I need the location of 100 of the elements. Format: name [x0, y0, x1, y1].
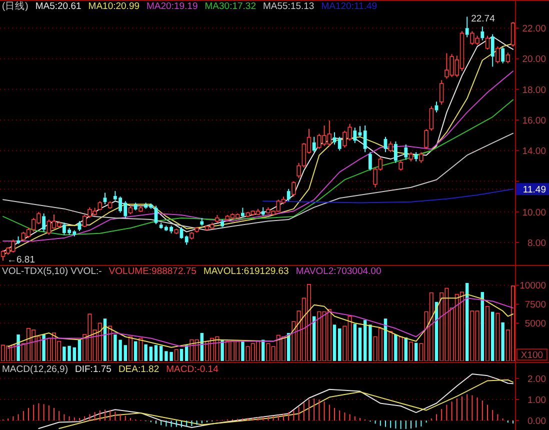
y-axis-title: X100 [520, 350, 544, 361]
bar [378, 328, 382, 361]
y-tick-label: 20.00 [522, 54, 546, 66]
bar [36, 336, 41, 361]
text: MAVOL1:619129.63 [203, 266, 289, 277]
bar [52, 332, 56, 361]
text: MA120:11.49 [321, 1, 378, 12]
candlestick [465, 16, 469, 38]
y-tick-label: 0.00 [528, 416, 546, 428]
annotation: ←6.81 [7, 254, 35, 266]
text: DIF:1.75 [75, 364, 112, 375]
candlestick [312, 136, 316, 153]
y-tick-label: 1.00 [528, 394, 546, 406]
bar [394, 334, 398, 361]
bar [364, 320, 367, 361]
bar [368, 324, 372, 361]
bar [144, 344, 148, 361]
bar [0, 344, 5, 361]
candlestick [42, 212, 46, 232]
bar [118, 340, 122, 361]
bar [348, 316, 352, 361]
bar [332, 324, 336, 361]
bar [444, 288, 449, 361]
text: VOLUME:988872.75 [108, 266, 196, 277]
y-tick-label: 5000 [524, 318, 546, 330]
bar [62, 346, 66, 361]
y-tick-label: 18.00 [522, 84, 546, 96]
bar [491, 312, 494, 361]
bar [266, 343, 270, 361]
bar [388, 331, 393, 361]
y-tick-label: 11.49 [522, 184, 546, 196]
bar [46, 338, 51, 361]
candlestick [394, 140, 398, 164]
bar [57, 340, 62, 361]
bar [454, 294, 459, 361]
bar [174, 349, 178, 361]
candlestick [480, 26, 484, 41]
bar [225, 340, 230, 361]
y-tick-label: 7500 [524, 300, 546, 311]
bar [353, 324, 356, 361]
candlestick [108, 200, 112, 210]
bar [373, 336, 378, 361]
bar [302, 298, 306, 361]
bar [134, 341, 138, 361]
bar [98, 322, 102, 361]
bar [409, 342, 413, 361]
bar [128, 336, 132, 361]
bar [114, 334, 117, 361]
bar [404, 338, 408, 361]
bar [327, 309, 332, 361]
bar [486, 306, 490, 361]
bar [296, 310, 301, 361]
bar [460, 292, 464, 361]
candlestick [241, 207, 244, 218]
bar [246, 346, 250, 361]
bar [250, 343, 255, 361]
bar [210, 338, 214, 361]
bar [470, 310, 474, 361]
bar [72, 347, 76, 361]
bar [480, 292, 484, 361]
bar [68, 346, 71, 361]
candlestick [368, 152, 372, 172]
y-tick-label: 10000 [520, 280, 546, 292]
bar [317, 311, 322, 361]
candlestick [404, 144, 408, 160]
bar [78, 340, 82, 361]
bar [501, 322, 504, 361]
bar [424, 311, 428, 361]
bar [342, 326, 347, 361]
bar [338, 328, 342, 361]
candlestick [358, 126, 362, 138]
bar [429, 292, 434, 361]
bar [124, 345, 127, 361]
bar [414, 342, 418, 361]
bar [11, 344, 16, 361]
bar [92, 330, 97, 361]
y-tick-label: 14.00 [522, 146, 546, 158]
bar [282, 336, 286, 361]
bar [108, 326, 112, 361]
bar [398, 336, 403, 361]
bar [271, 346, 276, 361]
bar [160, 346, 163, 361]
bar [88, 314, 92, 361]
candlestick [184, 235, 188, 246]
candlestick [363, 124, 367, 153]
bar [475, 310, 480, 361]
bar [26, 328, 30, 361]
text: MA5:20.61 [35, 1, 82, 12]
y-tick-label: 22.00 [522, 24, 546, 35]
bar [312, 316, 316, 361]
bar [506, 330, 510, 361]
text: MA30:17.32 [204, 1, 256, 12]
bar [42, 334, 46, 361]
bar [154, 345, 158, 361]
candlestick [134, 202, 138, 211]
bar [170, 352, 173, 361]
ylabel: X100 [516, 348, 548, 361]
bar [241, 341, 244, 361]
bar [149, 346, 152, 361]
bar [419, 343, 424, 361]
